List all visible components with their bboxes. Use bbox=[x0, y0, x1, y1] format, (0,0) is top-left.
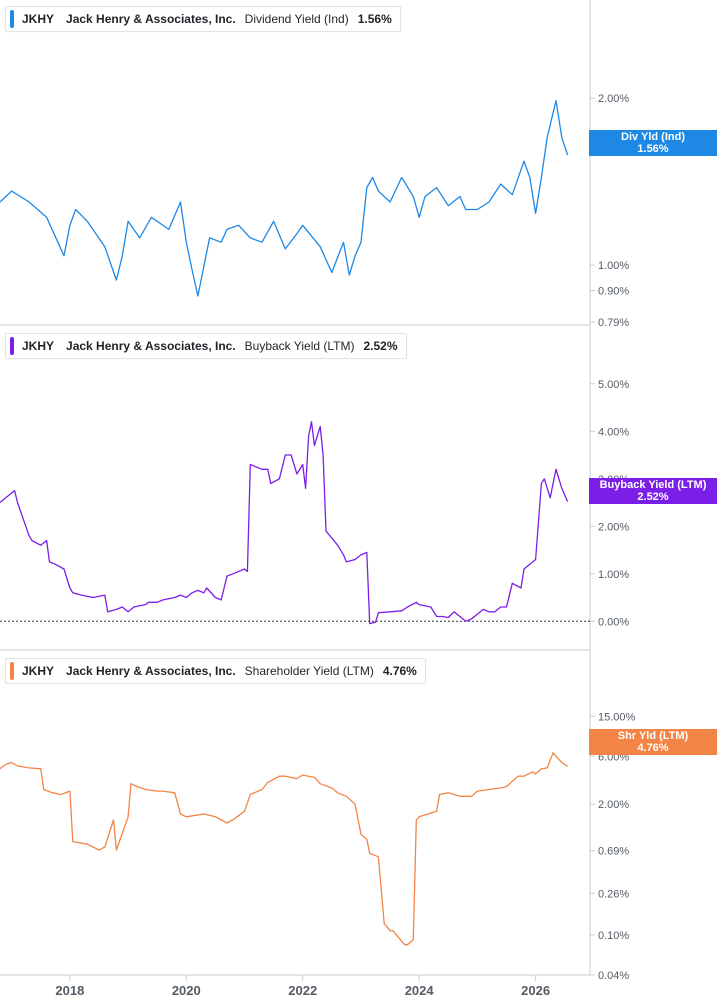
legend-ticker: JKHY bbox=[22, 12, 55, 26]
badge-label: Div Yld (Ind) bbox=[621, 131, 685, 143]
y-tick-label: 0.69% bbox=[598, 846, 629, 858]
legend-ticker: JKHY bbox=[22, 339, 55, 353]
y-tick-label: 1.00% bbox=[598, 569, 629, 581]
y-tick-label: 0.10% bbox=[598, 930, 629, 942]
y-tick-label: 0.26% bbox=[598, 888, 629, 900]
y-tick-label: 5.00% bbox=[598, 379, 629, 391]
badge-value: 4.76% bbox=[637, 742, 669, 754]
y-tick-label: 2.00% bbox=[598, 93, 629, 105]
legend-color-swatch bbox=[10, 10, 14, 28]
legend-metric: Shareholder Yield (LTM) bbox=[244, 664, 374, 678]
legend-color-swatch bbox=[10, 662, 14, 680]
legend-ticker: JKHY bbox=[22, 664, 55, 678]
legend-shareholder-yield: JKHY Jack Henry & Associates, Inc. Share… bbox=[5, 658, 426, 684]
y-tick-label: 0.79% bbox=[598, 317, 629, 329]
legend-company: Jack Henry & Associates, Inc. bbox=[66, 12, 236, 26]
badge-value: 2.52% bbox=[637, 491, 669, 503]
current-value-badge-shareholder: Shr Yld (LTM) 4.76% bbox=[589, 729, 717, 755]
legend-company: Jack Henry & Associates, Inc. bbox=[66, 339, 236, 353]
legend-value: 2.52% bbox=[363, 339, 398, 353]
badge-label: Buyback Yield (LTM) bbox=[599, 479, 707, 491]
legend-value: 4.76% bbox=[382, 664, 417, 678]
y-tick-label: 15.00% bbox=[598, 711, 636, 723]
y-tick-label: 2.00% bbox=[598, 799, 629, 811]
x-tick-label: 2024 bbox=[405, 983, 435, 998]
y-tick-label: 1.00% bbox=[598, 260, 629, 272]
legend-color-swatch bbox=[10, 337, 14, 355]
current-value-badge-buyback: Buyback Yield (LTM) 2.52% bbox=[589, 478, 717, 504]
series-line-2 bbox=[0, 752, 568, 946]
y-tick-label: 0.00% bbox=[598, 616, 629, 628]
y-tick-label: 0.04% bbox=[598, 970, 629, 982]
y-tick-label: 4.00% bbox=[598, 426, 629, 438]
series-line-0 bbox=[0, 99, 569, 297]
x-tick-label: 2018 bbox=[55, 983, 84, 998]
x-tick-label: 2026 bbox=[521, 983, 550, 998]
y-tick-label: 2.00% bbox=[598, 521, 629, 533]
legend-metric: Dividend Yield (Ind) bbox=[244, 12, 349, 26]
series-line-1 bbox=[0, 421, 569, 625]
legend-metric: Buyback Yield (LTM) bbox=[244, 339, 355, 353]
current-value-badge-dividend: Div Yld (Ind) 1.56% bbox=[589, 130, 717, 156]
y-tick-label: 0.90% bbox=[598, 286, 629, 298]
legend-value: 1.56% bbox=[357, 12, 392, 26]
legend-dividend-yield: JKHY Jack Henry & Associates, Inc. Divid… bbox=[5, 6, 401, 32]
x-tick-label: 2022 bbox=[288, 983, 317, 998]
legend-company: Jack Henry & Associates, Inc. bbox=[66, 664, 236, 678]
x-tick-label: 2020 bbox=[172, 983, 201, 998]
badge-value: 1.56% bbox=[637, 143, 669, 155]
badge-label: Shr Yld (LTM) bbox=[617, 730, 689, 742]
legend-buyback-yield: JKHY Jack Henry & Associates, Inc. Buyba… bbox=[5, 333, 407, 359]
